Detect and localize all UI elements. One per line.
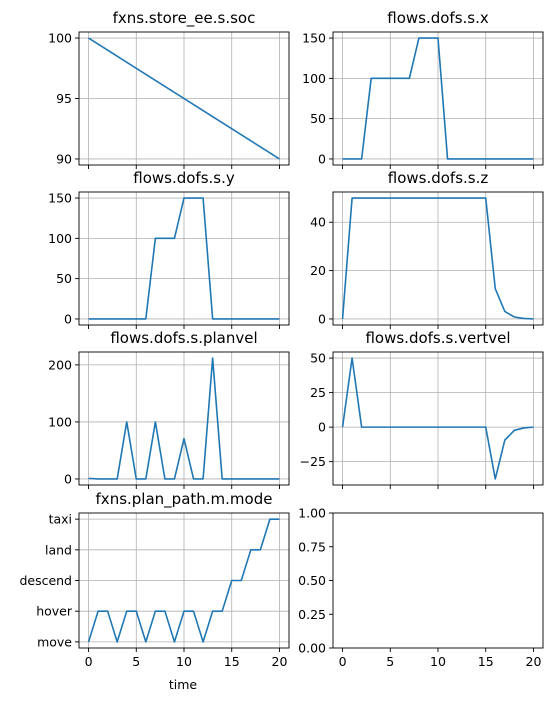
subplot-title: flows.dofs.s.vertvel <box>365 329 510 347</box>
series-line <box>88 197 280 320</box>
y-tick-label: 100 <box>302 71 326 86</box>
y-tick-label: 0 <box>64 471 72 486</box>
subplot-title: fxns.store_ee.s.soc <box>113 9 256 28</box>
x-tick-label: 5 <box>132 654 140 669</box>
y-tick-label: 100 <box>48 414 72 429</box>
subplot-4: 0 20 40 flows.dofs.s.z <box>310 169 544 329</box>
x-tick-label: 15 <box>478 654 494 669</box>
y-tick-label: 0.75 <box>298 539 326 554</box>
x-tick-label: 0 <box>85 654 93 669</box>
x-tick-label: 20 <box>272 654 288 669</box>
subplot-8: 0 5 10 15 20 0.00 0.25 0.50 0.75 1.00 <box>298 506 544 669</box>
y-tick-label: 0 <box>318 151 326 166</box>
series-line <box>342 37 534 160</box>
y-tick-label: 200 <box>48 357 72 372</box>
subplot-5: 0 100 200 flows.dofs.s.planvel <box>48 329 290 489</box>
subplot-2: 0 50 100 150 flows.dofs.s.x <box>302 9 544 169</box>
y-tick-label: 0 <box>318 420 326 435</box>
y-tick-label: taxi <box>49 512 72 527</box>
y-tick-label: 150 <box>302 31 326 46</box>
y-tick-label: 50 <box>310 111 326 126</box>
y-tick-label: 95 <box>56 91 72 106</box>
series-line <box>88 357 280 480</box>
x-tick-label: 5 <box>386 654 394 669</box>
subplot-title: flows.dofs.s.planvel <box>110 329 257 347</box>
x-tick-label: 20 <box>526 654 542 669</box>
y-tick-label: 1.00 <box>298 506 326 521</box>
x-tick-label: 10 <box>430 654 446 669</box>
y-tick-label: 100 <box>48 231 72 246</box>
x-tick-label: 0 <box>339 654 347 669</box>
subplot-title: flows.dofs.s.x <box>387 9 489 27</box>
y-tick-label: hover <box>36 604 73 619</box>
y-tick-label: 50 <box>56 271 72 286</box>
y-tick-label: 0 <box>318 311 326 326</box>
y-tick-label: 0.25 <box>298 607 326 622</box>
subplot-1: 90 95 100 fxns.store_ee.s.soc <box>48 9 290 169</box>
y-tick-label: 40 <box>310 215 326 230</box>
y-tick-label: 0 <box>64 311 72 326</box>
y-tick-label: 90 <box>56 151 72 166</box>
y-tick-label: 0.00 <box>298 641 326 656</box>
subplot-title: flows.dofs.s.y <box>133 169 235 187</box>
y-tick-label: descend <box>19 573 72 588</box>
subplot-title: fxns.plan_path.m.mode <box>96 490 273 509</box>
y-tick-label: 50 <box>310 351 326 366</box>
x-tick-label: 15 <box>224 654 240 669</box>
y-tick-label: −25 <box>300 454 326 469</box>
subplot-6: −25 0 25 50 flows.dofs.s.vertvel <box>300 329 544 489</box>
y-tick-label: 20 <box>310 263 326 278</box>
series-line <box>341 197 534 320</box>
y-tick-label: land <box>45 542 72 557</box>
y-tick-label: 100 <box>48 31 72 46</box>
subplot-title: flows.dofs.s.z <box>388 169 489 187</box>
x-tick-label: 10 <box>176 654 192 669</box>
y-tick-label: 0.50 <box>298 573 326 588</box>
series-line <box>87 518 280 643</box>
y-tick-label: move <box>37 634 72 649</box>
y-tick-label: 25 <box>310 385 326 400</box>
series-line <box>88 37 280 160</box>
series-line <box>341 357 534 480</box>
subplot-3: 0 50 100 150 flows.dofs.s.y <box>48 169 290 329</box>
x-axis-label: time <box>169 677 198 692</box>
subplot-7: 0 5 10 15 20 move hover descend land taxi fxns.pla… <box>19 490 290 669</box>
y-tick-label: 150 <box>48 191 72 206</box>
